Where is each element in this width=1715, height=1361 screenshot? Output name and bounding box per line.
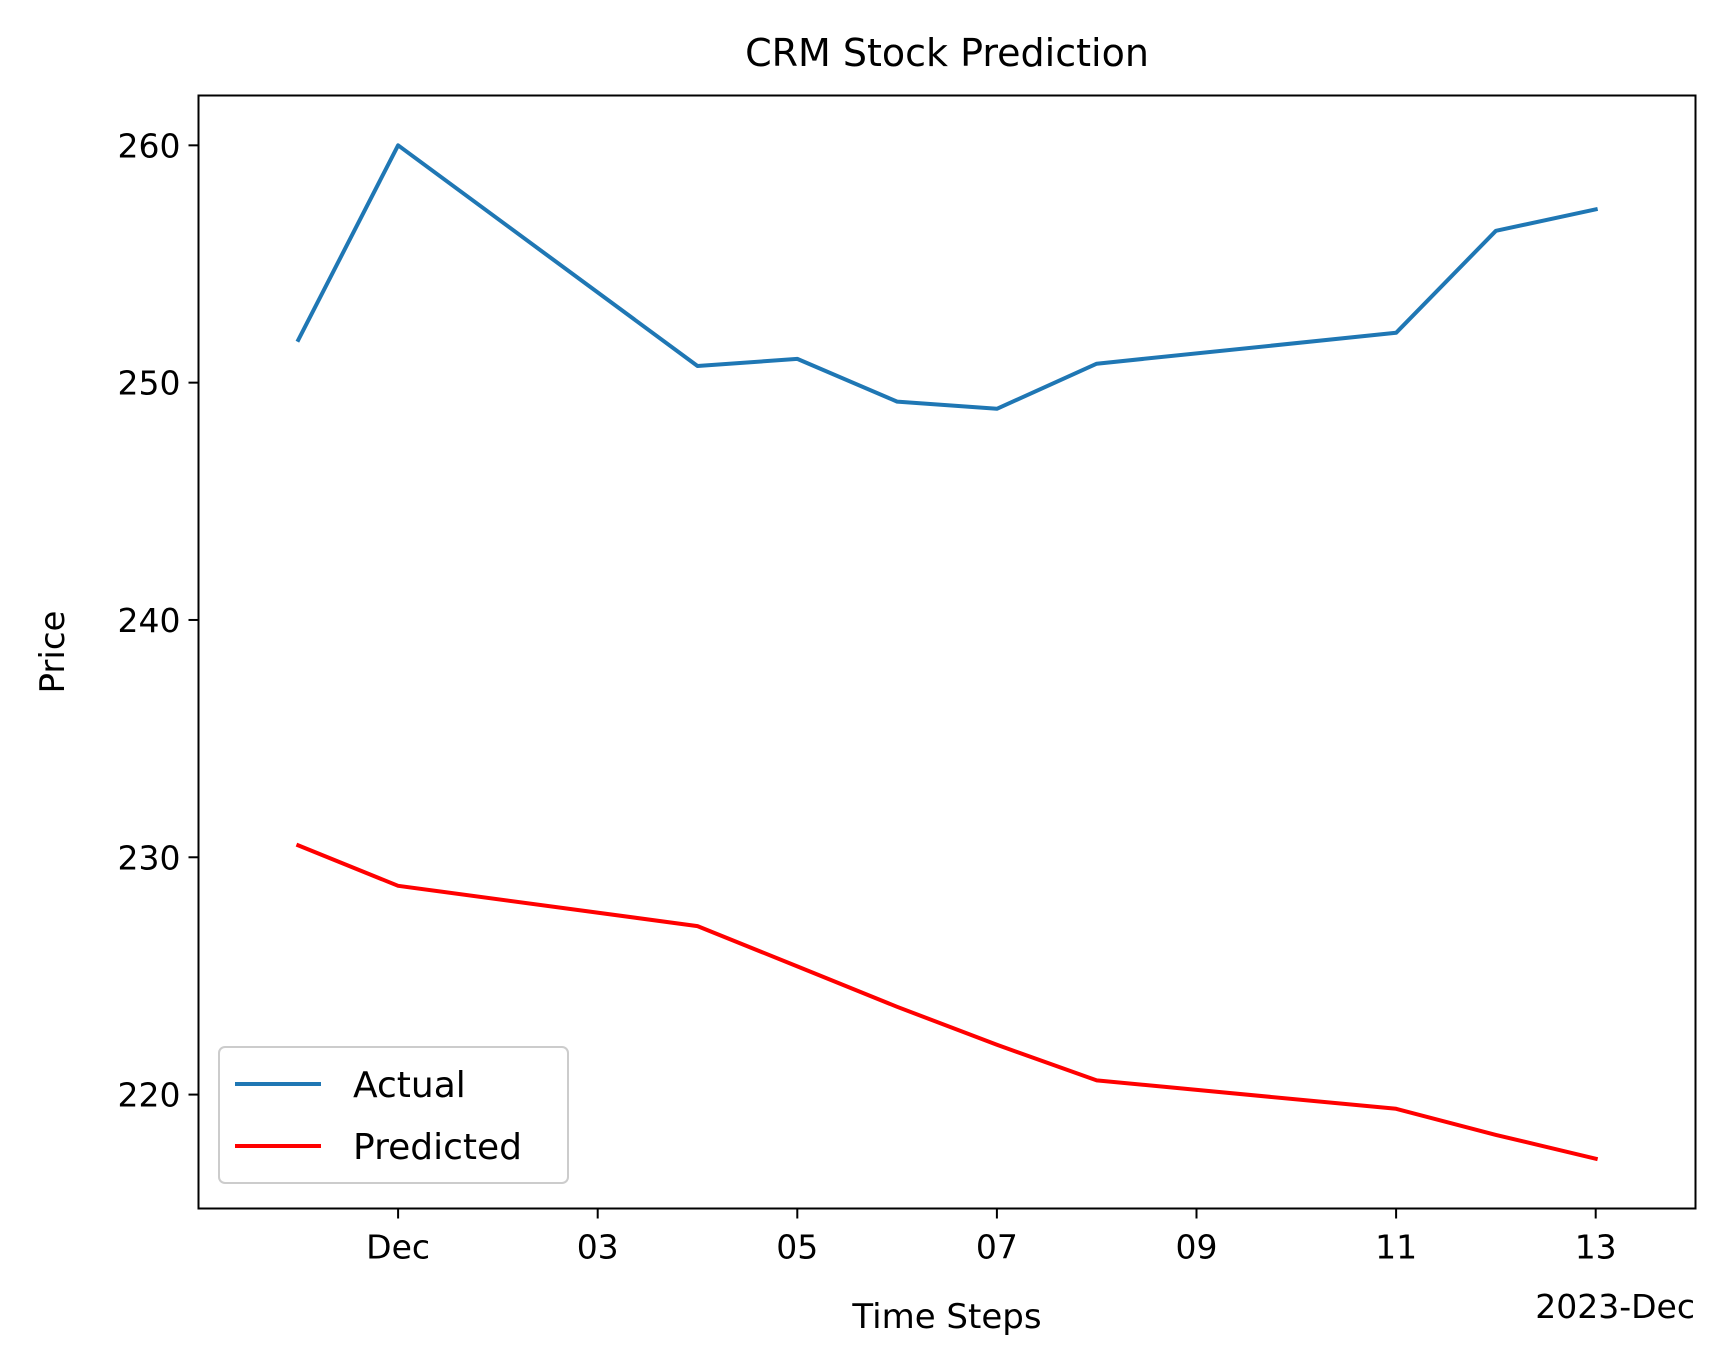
legend-box [218,1046,569,1184]
y-tick-label: 240 [118,601,181,640]
x-tick-label: 09 [1176,1228,1218,1267]
x-axis-offset-label: 2023-Dec [1535,1287,1695,1326]
plot-frame [197,94,1697,1210]
y-tick-label: 250 [118,364,181,403]
x-axis-label: Time Steps [851,1297,1041,1337]
x-axis: Dec 03 05 07 09 11 13 [366,1208,1617,1267]
y-tick-label: 260 [118,126,181,165]
legend: Actual Predicted [218,1046,569,1184]
series-line-predicted [295,842,1599,1162]
x-tick-label: 05 [776,1228,818,1267]
plot-area [295,143,1599,1162]
y-tick-label: 220 [118,1076,181,1115]
x-tick-label: 11 [1375,1228,1417,1267]
legend-label-predicted: Predicted [353,1127,522,1168]
x-tick-label: Dec [366,1228,430,1267]
y-axis-label: Price [33,611,73,694]
x-tick-label: 03 [577,1228,619,1267]
x-tick-label: 07 [976,1228,1018,1267]
x-tick-label: 13 [1575,1228,1617,1267]
legend-label-actual: Actual [353,1065,466,1106]
y-axis: 220 230 240 250 260 [118,126,199,1115]
y-tick-label: 230 [118,838,181,877]
chart-title: CRM Stock Prediction [745,31,1149,75]
series-line-actual [295,143,1599,411]
